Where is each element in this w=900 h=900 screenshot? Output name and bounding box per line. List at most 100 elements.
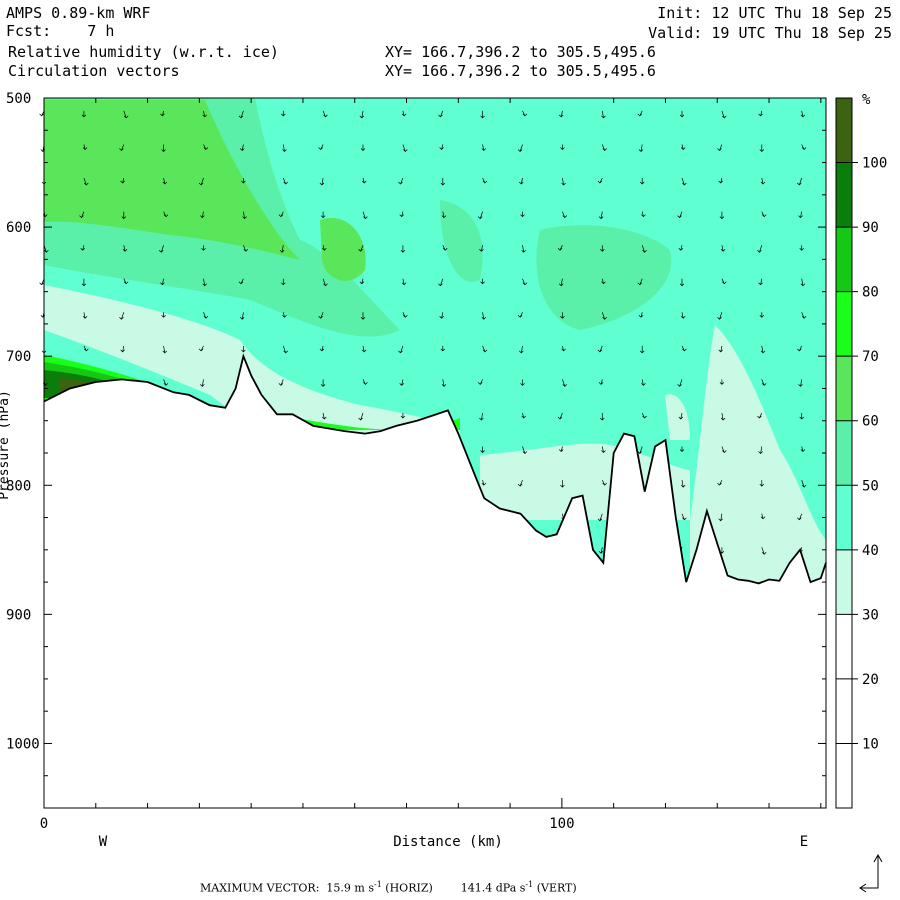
- circulation-vector: [641, 412, 647, 419]
- circulation-vector: [361, 177, 367, 184]
- valid-time: Valid: 19 UTC Thu 18 Sep 25: [648, 24, 892, 42]
- circulation-vector: [757, 245, 763, 253]
- colorbar-bin-100-110: [836, 98, 852, 163]
- terrain: [43, 353, 827, 808]
- overlay-name: Circulation vectors: [8, 62, 180, 80]
- circulation-vector: [759, 144, 765, 152]
- terrain-fill: [44, 356, 826, 808]
- colorbar-tick-label-10: 10: [862, 736, 879, 752]
- init-time: Init: 12 UTC Thu 18 Sep 25: [657, 4, 892, 22]
- circulation-vector: [201, 245, 206, 251]
- circulation-vector: [320, 379, 326, 387]
- circulation-vector: [322, 110, 328, 118]
- circulation-vector: [797, 345, 803, 352]
- circulation-vector: [160, 110, 165, 117]
- circulation-vector: [718, 513, 723, 522]
- circulation-vector: [799, 245, 804, 251]
- circulation-vector: [281, 278, 286, 286]
- circulation-vector: [83, 177, 89, 186]
- circulation-vector: [601, 110, 606, 119]
- circulation-vector: [799, 413, 804, 420]
- circulation-vector: [639, 345, 645, 354]
- circulation-vector: [681, 177, 687, 186]
- circulation-vector: [519, 177, 524, 185]
- circulation-vector: [521, 412, 526, 419]
- circulation-vector: [477, 379, 483, 385]
- circulation-vector: [681, 513, 687, 521]
- circulation-vector: [123, 278, 129, 285]
- circulation-vector: [677, 379, 683, 387]
- colorbar-bin-70-80: [836, 291, 852, 357]
- circulation-vector: [362, 379, 368, 385]
- circulation-vector: [517, 312, 523, 318]
- cross-section-endpoints-1: XY= 166.7,396.2 to 305.5,495.6: [385, 43, 656, 61]
- circulation-vector: [800, 278, 806, 287]
- colorbar-bin-60-70: [836, 356, 852, 421]
- circulation-vector: [477, 211, 483, 220]
- cross-section-endpoints-2: XY= 166.7,396.2 to 305.5,495.6: [385, 62, 656, 80]
- circulation-vector: [758, 446, 763, 454]
- rh-field-50-60-central: [536, 225, 672, 330]
- circulation-vector: [681, 345, 687, 352]
- circulation-vector: [361, 345, 367, 353]
- circulation-vector: [200, 211, 205, 219]
- rh-field-30-40-east-2: [690, 325, 826, 585]
- circulation-vector: [760, 345, 766, 354]
- circulation-vector: [482, 177, 488, 184]
- circulation-vector: [801, 312, 807, 319]
- colorbar-bin-20-30: [836, 614, 852, 679]
- circulation-vector: [560, 480, 565, 488]
- circulation-vector: [121, 211, 127, 220]
- circulation-vector: [241, 178, 246, 184]
- circulation-vector: [438, 278, 444, 287]
- circulation-vector: [281, 110, 286, 117]
- circulation-vector: [481, 312, 487, 320]
- horiz-tag: (HORIZ): [385, 881, 433, 895]
- colorbar-bin-50-60: [836, 420, 852, 486]
- circulation-vector: [637, 446, 643, 454]
- west-label: W: [99, 834, 108, 850]
- circulation-vector: [123, 110, 129, 119]
- x-tick-label-0: 0: [40, 816, 48, 832]
- circulation-vector: [678, 245, 684, 251]
- circulation-vector: [760, 513, 766, 520]
- circulation-vector: [360, 312, 366, 320]
- circulation-vector: [798, 379, 803, 387]
- circulation-vector: [163, 379, 169, 386]
- circulation-vector: [800, 110, 806, 118]
- circulation-vector: [679, 446, 685, 452]
- circulation-vector: [198, 345, 204, 352]
- terrain-outline: [43, 353, 827, 585]
- rh-field-60-70-patch: [320, 218, 366, 281]
- circulation-vector: [680, 312, 686, 319]
- colorbar-tick-label-50: 50: [862, 478, 879, 494]
- circulation-vector: [482, 345, 488, 353]
- circulation-vector: [601, 446, 606, 453]
- circulation-vector: [558, 110, 564, 118]
- circulation-vector: [760, 177, 766, 185]
- circulation-vector: [358, 412, 364, 421]
- circulation-vector: [162, 177, 168, 185]
- rh-field-70-80-valley: [280, 415, 460, 431]
- circulation-vector: [282, 345, 288, 354]
- colorbar: 10 20 30 40 50 60 70 80 90 100: [835, 97, 887, 809]
- circulation-vector: [319, 177, 325, 186]
- circulation-vector: [758, 278, 763, 286]
- y-tick-label-800: 800: [6, 478, 31, 494]
- colorbar-tick-label-40: 40: [862, 543, 879, 559]
- circulation-vector: [120, 345, 125, 353]
- circulation-vector: [398, 345, 404, 354]
- circulation-vector: [718, 345, 723, 353]
- circulation-vector: [399, 211, 404, 218]
- circulation-vector: [198, 177, 204, 186]
- circulation-vector: [202, 278, 207, 287]
- circulation-vector: [319, 345, 325, 352]
- circulation-vector: [679, 110, 685, 118]
- colorbar-tick-label-30: 30: [862, 607, 879, 623]
- circulation-vector: [439, 312, 444, 319]
- circulation-vector: [598, 379, 604, 385]
- circulation-vector: [679, 278, 685, 287]
- circulation-vector: [519, 345, 524, 354]
- circulation-vector: [360, 144, 366, 151]
- circulation-vector: [562, 211, 568, 219]
